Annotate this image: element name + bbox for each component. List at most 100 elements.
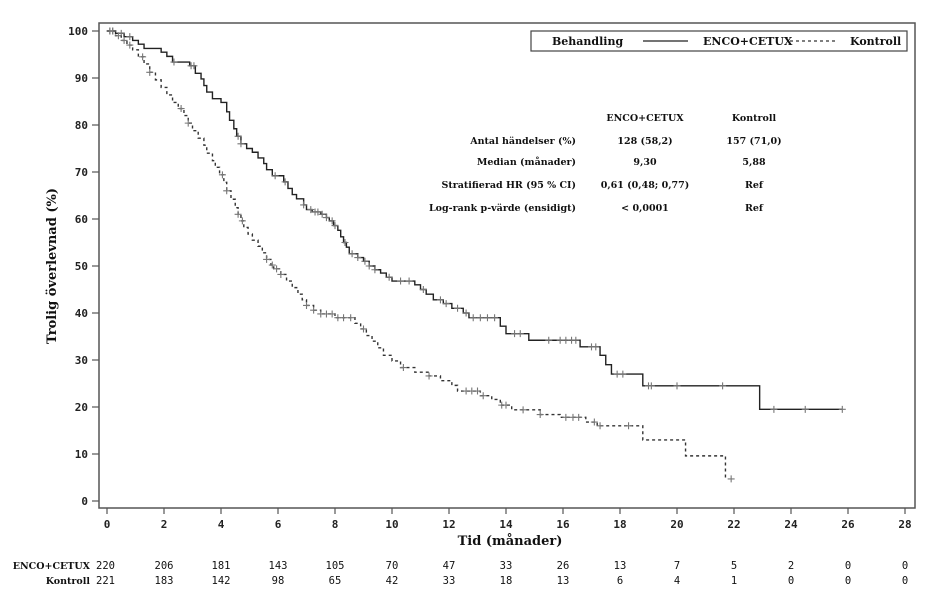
censor-mark	[184, 119, 192, 127]
censor-mark	[273, 265, 281, 273]
at-risk-value: 0	[845, 560, 851, 572]
censor-mark	[596, 422, 604, 430]
x-tick-label: 8	[332, 518, 339, 531]
stats-row-value: Ref	[745, 203, 764, 214]
censor-mark	[322, 214, 330, 222]
at-risk-value: 206	[155, 560, 174, 572]
censor-mark	[218, 171, 226, 179]
x-tick-label: 28	[898, 518, 911, 531]
at-risk-value: 33	[500, 560, 513, 572]
censor-mark	[341, 239, 349, 246]
censor-mark	[770, 405, 778, 413]
censor-mark	[474, 387, 481, 395]
censor-mark	[139, 53, 147, 61]
censor-mark	[647, 382, 655, 390]
censor-mark	[516, 330, 524, 338]
censor-mark	[281, 178, 289, 186]
censor-mark	[348, 250, 356, 258]
stats-row-value: 0,61 (0,48; 0,77)	[601, 180, 690, 191]
at-risk-value: 47	[443, 560, 456, 572]
censor-mark	[590, 418, 598, 426]
legend-label-enco: ENCO+CETUX	[703, 35, 793, 48]
stats-row-value: 9,30	[633, 157, 657, 168]
censor-mark	[277, 270, 285, 278]
censor-mark	[397, 277, 405, 285]
censor-mark	[271, 172, 279, 180]
censor-mark	[502, 401, 510, 409]
stats-row-label: Median (månader)	[477, 156, 576, 168]
y-tick-label: 30	[75, 354, 88, 367]
stats-col-header-kontroll: Kontroll	[732, 113, 777, 124]
censor-mark	[442, 300, 450, 308]
at-risk-value: 13	[557, 575, 570, 587]
censor-mark	[360, 325, 367, 333]
censor-mark	[519, 406, 527, 414]
y-tick-label: 50	[75, 260, 88, 273]
x-tick-label: 24	[784, 518, 798, 531]
at-risk-value: 70	[386, 560, 399, 572]
censor-mark	[562, 413, 570, 421]
censor-mark	[177, 105, 185, 113]
censor-mark	[354, 254, 362, 262]
y-tick-label: 100	[68, 25, 88, 38]
stats-row-label: Log-rank p-värde (ensidigt)	[429, 203, 576, 214]
y-axis: 0 10 20 30 40 50 60 70 80 90 100	[68, 25, 99, 508]
at-risk-value: 143	[269, 560, 288, 572]
at-risk-value: 0	[788, 575, 794, 587]
at-risk-value: 0	[845, 575, 851, 587]
censor-mark	[146, 68, 154, 76]
censor-mark	[223, 187, 231, 195]
censor-mark	[619, 370, 627, 378]
at-risk-value: 181	[212, 560, 231, 572]
y-tick-label: 70	[75, 166, 88, 179]
censor-mark	[328, 217, 336, 225]
censor-mark	[170, 58, 178, 66]
censor-mark	[126, 41, 134, 49]
censor-mark	[454, 304, 462, 312]
censor-mark	[436, 296, 444, 304]
x-tick-label: 16	[556, 518, 570, 531]
censor-mark	[126, 33, 134, 41]
censor-mark	[307, 206, 315, 214]
censor-mark	[371, 266, 379, 274]
censor-mark	[483, 314, 491, 322]
y-tick-label: 90	[75, 72, 88, 85]
stats-table: ENCO+CETUX Kontroll Antal händelser (%) …	[429, 113, 782, 214]
censor-mark	[572, 336, 580, 344]
censor-mark	[328, 310, 336, 318]
censor-mark	[838, 405, 846, 413]
x-tick-label: 2	[161, 518, 168, 531]
censor-mark	[314, 208, 322, 216]
censor-mark	[331, 222, 339, 230]
stats-row-value: 5,88	[742, 157, 766, 168]
x-tick-label: 22	[727, 518, 740, 531]
censor-mark	[268, 261, 276, 269]
legend: Behandling ENCO+CETUX Kontroll	[530, 30, 908, 52]
stats-row-value: 128 (58,2)	[617, 136, 672, 147]
at-risk-value: 0	[902, 575, 908, 587]
stats-col-header-enco: ENCO+CETUX	[606, 113, 684, 124]
censor-mark	[545, 336, 553, 344]
y-tick-label: 40	[75, 307, 88, 320]
censor-mark	[625, 422, 633, 430]
censor-mark	[479, 392, 487, 400]
censor-mark	[263, 255, 271, 263]
x-tick-label: 4	[218, 518, 225, 531]
censor-mark	[425, 372, 433, 380]
y-tick-label: 80	[75, 119, 88, 132]
censor-mark	[347, 314, 355, 322]
censor-mark	[365, 262, 373, 270]
legend-label-kontroll: Kontroll	[850, 35, 901, 48]
censor-mark	[318, 210, 326, 218]
survival-curves	[106, 27, 846, 483]
censor-mark	[575, 413, 583, 421]
plot-frame	[98, 22, 916, 509]
censor-mark	[673, 382, 681, 390]
censor-mark	[399, 364, 407, 372]
censor-mark	[114, 32, 122, 40]
at-risk-value: 7	[674, 560, 680, 572]
at-risk-value: 13	[614, 560, 627, 572]
x-tick-label: 14	[499, 518, 513, 531]
at-risk-value: 4	[674, 575, 680, 587]
censor-mark	[237, 140, 245, 148]
